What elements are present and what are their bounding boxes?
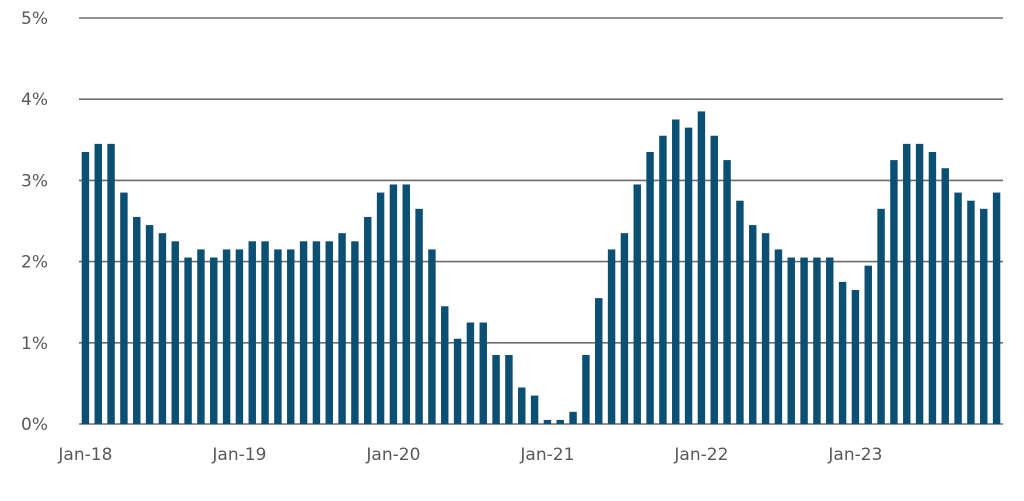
bar-Oct-19 [351, 241, 359, 424]
y-tick-label: 0% [21, 415, 48, 435]
y-axis-tick-labels: 0% 1% 2% 3% 4% 5% [21, 9, 48, 435]
bar-Apr-22 [736, 200, 744, 424]
x-axis-tick-labels: Jan-18 Jan-19 Jan-20 Jan-21 Jan-22 Jan-23 [57, 445, 882, 465]
bar-Apr-20 [428, 249, 436, 424]
bar-Oct-18 [197, 249, 205, 424]
bar-Jun-22 [761, 233, 770, 424]
bar-Feb-21 [556, 419, 564, 424]
bar-Nov-19 [364, 216, 372, 424]
bar-Feb-19 [248, 241, 256, 424]
bar-Feb-20 [402, 184, 410, 424]
y-tick-label: 3% [21, 171, 48, 191]
bar-Nov-23 [980, 208, 988, 424]
bar-Mar-21 [569, 411, 577, 424]
bar-Dec-23 [992, 192, 1001, 424]
bar-Jul-22 [774, 249, 783, 424]
bar-Mar-18 [107, 143, 115, 425]
bar-Mar-20 [415, 208, 423, 424]
x-tick-label: Jan-22 [673, 445, 728, 465]
bar-Apr-19 [274, 249, 282, 424]
gridlines [79, 17, 1003, 425]
bar-Jan-20 [389, 184, 398, 424]
bar-Aug-18 [171, 241, 179, 424]
bar-Feb-23 [864, 265, 872, 424]
y-tick-label: 2% [21, 253, 48, 273]
bar-Oct-21 [659, 135, 667, 425]
bar-Jul-18 [158, 233, 167, 424]
bar-Aug-22 [787, 257, 795, 424]
bar-Jul-19 [312, 241, 321, 424]
bar-Jun-18 [145, 225, 154, 424]
x-tick-label: Jan-23 [827, 445, 882, 465]
bar-Sep-19 [338, 233, 346, 424]
bar-Sep-20 [492, 354, 500, 424]
bar-Feb-22 [710, 135, 718, 425]
x-tick-label: Jan-21 [519, 445, 574, 465]
bar-Dec-22 [838, 281, 847, 424]
bar-Mar-19 [261, 241, 269, 424]
bar-May-22 [749, 225, 757, 424]
bar-Apr-18 [120, 192, 128, 424]
bar-Jul-23 [928, 151, 937, 425]
bar-Sep-18 [184, 257, 192, 424]
bar-Aug-19 [325, 241, 333, 424]
bar-Jun-19 [299, 241, 308, 424]
bar-Sep-22 [800, 257, 808, 424]
bar-Dec-21 [684, 127, 693, 425]
bar-Feb-18 [94, 143, 102, 425]
bar-Sep-23 [954, 192, 962, 424]
bar-Jan-21 [543, 419, 552, 424]
bar-Jan-22 [697, 111, 706, 424]
bar-Aug-23 [941, 168, 949, 424]
bar-May-21 [595, 298, 603, 424]
bar-Sep-21 [646, 151, 654, 425]
bar-May-18 [133, 216, 141, 424]
bar-Oct-23 [967, 200, 975, 424]
x-tick-label: Jan-19 [211, 445, 266, 465]
bar-Aug-20 [479, 322, 487, 424]
bar-Oct-22 [813, 257, 821, 424]
bar-Dec-19 [376, 192, 385, 424]
bar-May-19 [287, 249, 295, 424]
y-tick-label: 1% [21, 334, 48, 354]
bar-Jan-18 [81, 151, 90, 425]
bars [81, 111, 1001, 425]
bar-Apr-21 [582, 354, 590, 424]
y-tick-label: 5% [21, 9, 48, 29]
bar-Mar-22 [723, 160, 731, 424]
bar-Nov-22 [826, 257, 834, 424]
bar-Nov-18 [210, 257, 218, 424]
bar-Aug-21 [633, 184, 641, 424]
bar-Jun-23 [915, 143, 924, 425]
bar-Apr-23 [890, 160, 898, 424]
bar-Dec-18 [222, 249, 231, 424]
bar-May-23 [903, 143, 911, 425]
bar-Jan-19 [235, 249, 244, 424]
bar-Jun-20 [453, 338, 462, 424]
bar-Oct-20 [505, 354, 513, 424]
x-tick-label: Jan-20 [365, 445, 420, 465]
bar-Nov-20 [518, 387, 526, 424]
bar-Jul-21 [620, 233, 629, 424]
bar-Mar-23 [877, 208, 885, 424]
x-tick-label: Jan-18 [57, 445, 112, 465]
y-tick-label: 4% [21, 90, 48, 110]
bar-Jul-20 [466, 322, 475, 424]
bar-Dec-20 [530, 395, 539, 424]
bar-Jun-21 [607, 249, 616, 424]
bar-May-20 [441, 306, 449, 424]
bar-Jan-23 [851, 290, 860, 424]
bar-Nov-21 [672, 119, 680, 424]
